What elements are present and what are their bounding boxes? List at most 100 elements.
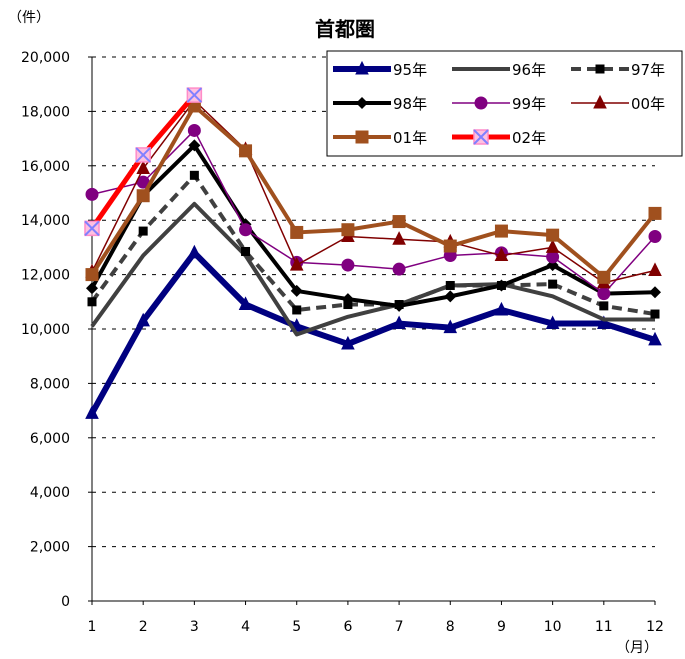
point-01 <box>648 206 662 220</box>
legend-label: 99年 <box>512 95 546 113</box>
x-tick-label: 2 <box>139 619 148 635</box>
point-99 <box>187 123 201 137</box>
point-97 <box>241 246 251 256</box>
point-01 <box>290 225 304 239</box>
x-tick-label: 3 <box>190 619 199 635</box>
x-tick-label: 9 <box>497 619 506 635</box>
y-axis-unit-label: （件） <box>8 10 50 26</box>
x-tick-label: 5 <box>292 619 301 635</box>
point-01 <box>239 144 253 158</box>
x-tick-label: 8 <box>446 619 455 635</box>
point-98 <box>444 290 457 303</box>
point-98 <box>290 284 303 297</box>
series-lines <box>84 87 662 419</box>
legend-marker <box>355 60 369 75</box>
point-95 <box>238 296 253 311</box>
legend-item-95: 95年 <box>333 60 427 79</box>
legend-item-00: 00年 <box>571 94 665 113</box>
point-00 <box>545 239 560 253</box>
point-99 <box>239 223 253 237</box>
point-98 <box>188 139 201 152</box>
point-95 <box>648 331 662 346</box>
x-tick-label: 7 <box>395 619 404 635</box>
axes: 0 2,000 4,000 6,000 8,000 10,000 12,000 14,000 1… <box>21 50 664 635</box>
point-01 <box>85 268 99 282</box>
series-97 <box>87 170 660 319</box>
point-95 <box>392 315 406 330</box>
y-tick-label: 8,000 <box>30 376 70 392</box>
point-97 <box>292 305 302 315</box>
point-97 <box>138 226 148 236</box>
point-01 <box>597 270 611 284</box>
point-98 <box>495 279 508 292</box>
point-95 <box>545 315 560 330</box>
series-96 <box>90 201 655 337</box>
point-00 <box>648 262 662 277</box>
legend-marker <box>595 64 605 74</box>
y-tick-label: 18,000 <box>21 104 70 120</box>
point-99 <box>392 262 406 276</box>
legend-marker <box>356 97 368 109</box>
point-95 <box>136 312 150 327</box>
legend-label: 97年 <box>631 61 665 79</box>
point-02 <box>84 220 100 237</box>
point-97 <box>548 279 558 289</box>
point-00 <box>136 160 150 175</box>
legend: 95年 96年 97年 98年 99年 00年 01年 02年 <box>326 50 683 157</box>
legend-item-97: 97年 <box>571 61 665 79</box>
series-line-01 <box>90 103 657 280</box>
series-line-98 <box>90 143 656 308</box>
series-line-99 <box>91 129 656 295</box>
y-tick-label: 6,000 <box>30 431 70 447</box>
point-95 <box>597 315 611 330</box>
series-line-97 <box>90 173 656 317</box>
point-01 <box>546 228 560 242</box>
point-00 <box>289 256 304 271</box>
legend-marker <box>355 130 369 144</box>
point-97 <box>87 297 97 307</box>
legend-label: 98年 <box>393 95 427 113</box>
legend-item-99: 99年 <box>452 95 546 113</box>
y-tick-label: 0 <box>61 594 70 610</box>
series-01 <box>85 99 662 284</box>
y-tick-label: 12,000 <box>21 268 70 284</box>
legend-label: 00年 <box>631 95 665 113</box>
legend-item-98: 98年 <box>333 95 427 113</box>
point-97 <box>599 301 609 311</box>
x-axis-unit-label: （月） <box>616 640 658 655</box>
x-tick-label: 6 <box>343 619 352 635</box>
x-tick-label: 4 <box>241 619 250 635</box>
point-01 <box>136 189 150 203</box>
point-01 <box>494 224 508 238</box>
point-97 <box>650 309 660 319</box>
chart-title: 首都圏 <box>315 17 375 41</box>
legend-marker <box>474 96 488 110</box>
point-95 <box>443 319 458 334</box>
legend-item-02: 02年 <box>452 129 546 147</box>
point-97 <box>445 280 455 290</box>
point-01 <box>443 239 457 253</box>
legend-label: 02年 <box>512 129 546 147</box>
point-99 <box>341 258 355 272</box>
y-tick-label: 20,000 <box>21 50 70 66</box>
point-01 <box>341 223 355 237</box>
point-95 <box>341 335 355 350</box>
point-98 <box>393 299 406 312</box>
legend-item-96: 96年 <box>452 61 546 79</box>
x-tick-label: 1 <box>88 619 97 635</box>
legend-marker <box>593 94 607 109</box>
x-tick-label: 10 <box>544 619 562 635</box>
point-99 <box>597 287 611 301</box>
point-01 <box>392 215 406 229</box>
point-00 <box>392 231 406 245</box>
y-tick-label: 4,000 <box>30 485 70 501</box>
series-95 <box>85 244 662 419</box>
y-tick-label: 2,000 <box>30 540 70 556</box>
point-00 <box>494 247 509 262</box>
legend-label: 01年 <box>393 129 427 147</box>
series-line-00 <box>91 99 656 284</box>
x-tick-label: 12 <box>646 619 664 635</box>
legend-label: 96年 <box>512 61 546 79</box>
